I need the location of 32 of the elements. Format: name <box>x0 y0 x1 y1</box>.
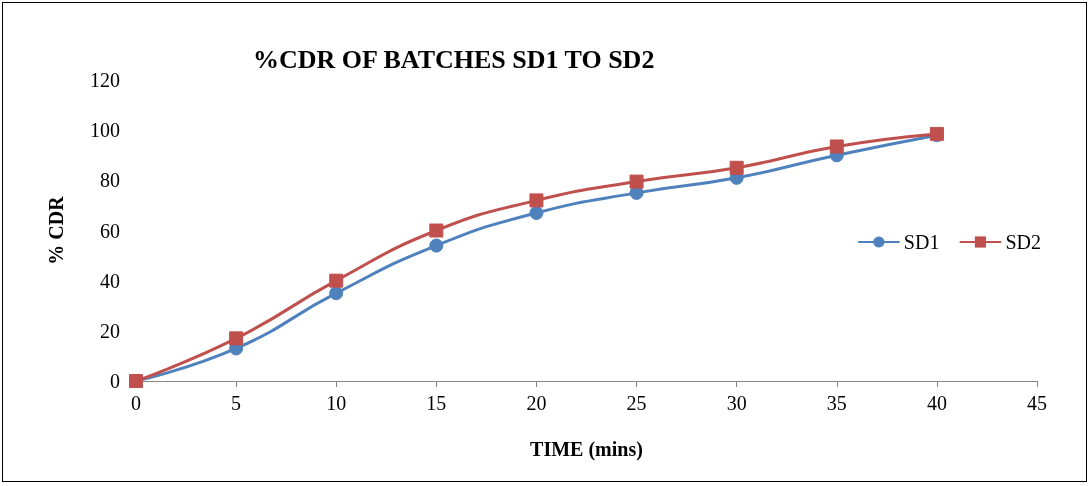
point <box>629 174 644 189</box>
x-axis-title: TIME (mins) <box>530 438 643 461</box>
y-tick-label: 120 <box>90 69 120 91</box>
y-tick-label: 20 <box>100 319 120 342</box>
point <box>329 286 344 301</box>
y-tick-label: 80 <box>100 169 120 192</box>
y-tick-label: 40 <box>100 269 120 292</box>
point <box>529 193 544 208</box>
y-tick-label: 60 <box>100 219 120 242</box>
x-tick-label: 45 <box>1027 392 1047 414</box>
point <box>529 205 544 220</box>
y-tick-label: 100 <box>90 119 120 142</box>
legend-label: SD2 <box>1005 231 1042 253</box>
point <box>829 139 844 154</box>
point <box>229 331 244 346</box>
x-tick-label: 25 <box>626 392 647 414</box>
x-tick-label: 30 <box>726 392 747 414</box>
x-tick-label: 5 <box>231 392 242 414</box>
point <box>429 238 444 253</box>
legend-label: SD1 <box>903 231 940 253</box>
point <box>329 273 344 288</box>
x-tick-label: 0 <box>131 392 141 414</box>
x-tick-label: 10 <box>326 392 347 414</box>
x-tick-label: 20 <box>526 392 547 414</box>
x-tick-label: 40 <box>926 392 947 414</box>
x-tick-label: 35 <box>826 392 847 414</box>
x-tick-label: 15 <box>426 392 447 414</box>
point <box>729 160 744 175</box>
chart-title: %CDR OF BATCHES SD1 TO SD2 <box>253 44 655 74</box>
y-axis-title: % CDR <box>45 195 67 265</box>
y-tick-label: 0 <box>110 370 120 392</box>
point <box>429 223 444 238</box>
